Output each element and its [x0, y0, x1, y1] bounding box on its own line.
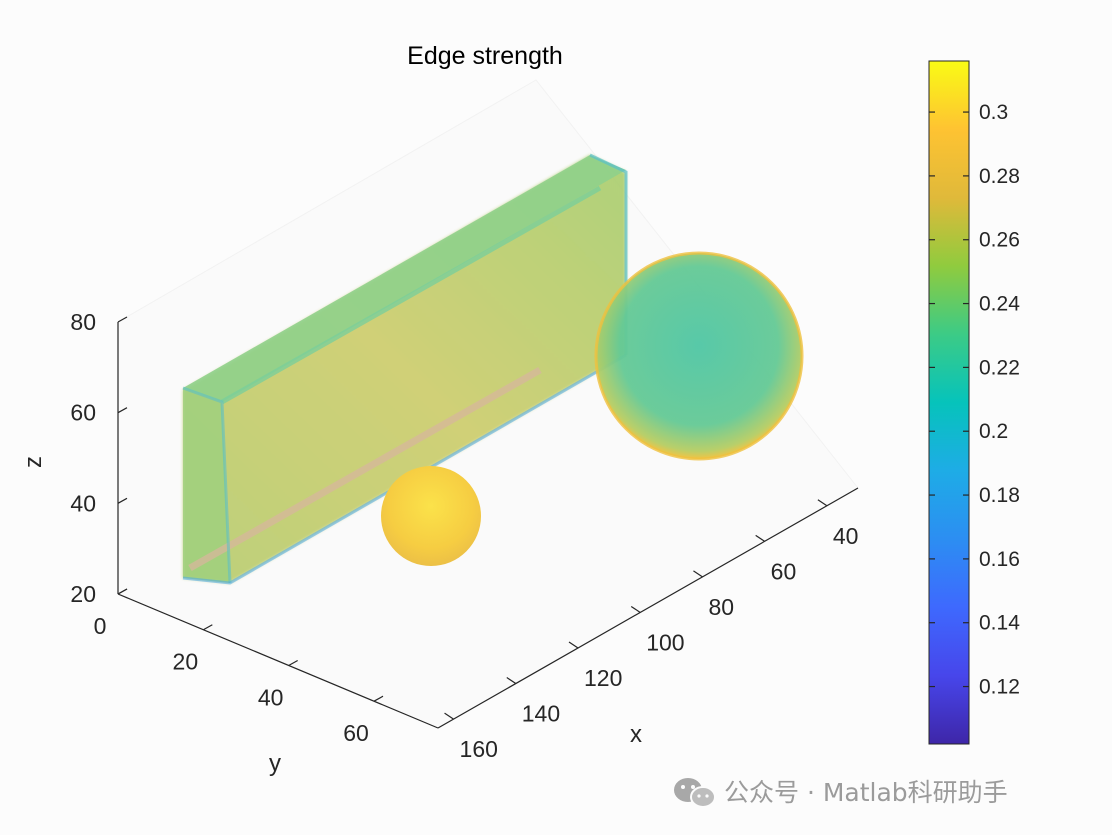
y-tick-mark [288, 659, 298, 666]
x-tick-label: 140 [522, 701, 560, 727]
x-tick-mark [506, 677, 517, 685]
colorbar-gradient [928, 60, 970, 745]
x-axis-ticks: 40 60 80 100 120 140 160 [444, 499, 859, 762]
y-tick-mark [373, 695, 384, 702]
colorbar-tick-label: 0.14 [979, 612, 1020, 635]
y-axis-label: y [269, 750, 281, 777]
x-tick-label: 120 [584, 665, 622, 691]
colorbar-tick-label: 0.28 [979, 165, 1020, 188]
y-axis-line [117, 593, 439, 729]
axes-lines [117, 322, 859, 729]
colorbar-tick-label: 0.26 [979, 229, 1020, 252]
x-tick-mark [817, 499, 828, 507]
colorbar-ticks: 0.12 0.14 0.16 0.18 0.2 0.22 0.24 0.26 0.28 0.3 [929, 101, 1020, 699]
x-axis-label: x [630, 721, 642, 748]
x-tick-mark [568, 641, 579, 649]
x-tick-label: 100 [646, 629, 684, 655]
y-tick-label: 40 [258, 684, 284, 710]
x-tick-label: 60 [771, 558, 797, 584]
x-tick-label: 40 [833, 523, 859, 549]
colorbar-tick-label: 0.2 [979, 420, 1008, 443]
box-surface [182, 153, 628, 585]
z-tick-mark [117, 497, 128, 504]
z-tick-label: 40 [70, 490, 96, 516]
small-sphere-surface [381, 466, 481, 566]
z-axis-label: z [20, 456, 47, 468]
z-tick-label: 60 [70, 400, 96, 426]
x-tick-label: 160 [460, 736, 498, 762]
colorbar-tick-label: 0.16 [979, 548, 1020, 571]
colorbar-tick-label: 0.3 [979, 101, 1008, 124]
y-tick-label: 60 [343, 720, 369, 746]
watermark: 公众号 · Matlab科研助手 [674, 778, 1008, 808]
wechat-icon [674, 778, 716, 808]
chart-title: Edge strength [407, 42, 563, 70]
y-tick-label: 20 [173, 649, 199, 675]
z-axis-ticks: 20 40 60 80 [70, 309, 128, 607]
y-tick-label: 0 [94, 613, 107, 639]
colorbar-tick-label: 0.24 [979, 293, 1020, 316]
watermark-text: 公众号 · Matlab科研助手 [724, 778, 1008, 807]
colorbar-tick-label: 0.22 [979, 356, 1020, 379]
large-sphere-surface [594, 251, 804, 461]
x-tick-mark [693, 570, 703, 578]
colorbar-tick-label: 0.18 [979, 484, 1020, 507]
x-tick-label: 80 [708, 594, 734, 620]
colorbar: 0.12 0.14 0.16 0.18 0.2 0.22 0.24 0.26 0.28 0.3 [928, 60, 1020, 745]
z-tick-mark [117, 316, 128, 323]
x-axis-line [437, 487, 859, 729]
y-tick-mark [203, 624, 213, 631]
z-tick-label: 80 [70, 309, 96, 335]
y-tick-mark [117, 588, 128, 595]
z-tick-label: 20 [70, 581, 96, 607]
z-tick-mark [117, 407, 128, 414]
y-axis-ticks: 0 20 40 60 [94, 588, 384, 746]
x-tick-mark [755, 534, 765, 542]
x-tick-mark [444, 712, 454, 720]
colorbar-tick-label: 0.12 [979, 676, 1020, 699]
x-tick-mark [630, 605, 641, 613]
